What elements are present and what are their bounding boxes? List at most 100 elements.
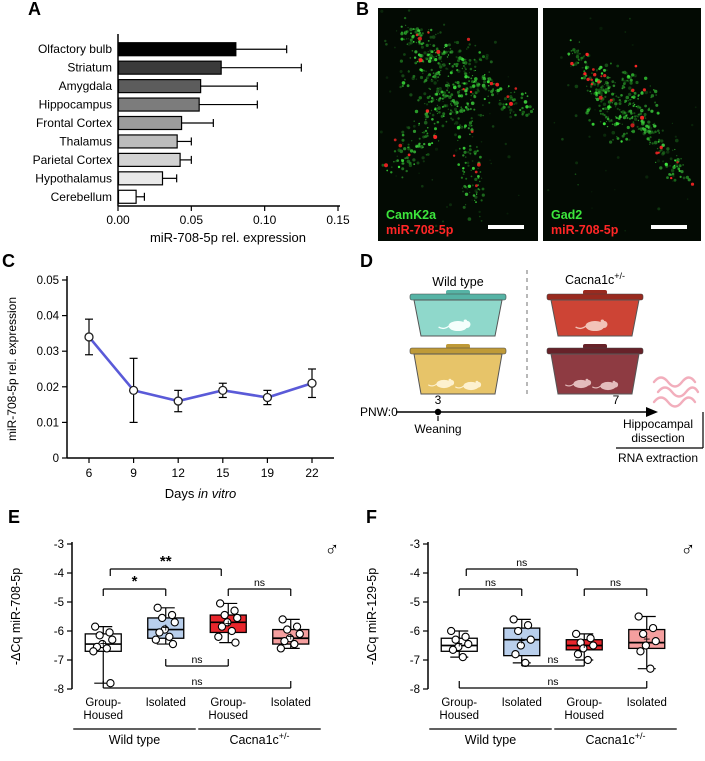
probe-signal-dot bbox=[690, 182, 695, 186]
data-point bbox=[231, 638, 240, 647]
bar bbox=[117, 60, 222, 75]
panel-label-d: D bbox=[360, 251, 373, 271]
data-point bbox=[220, 610, 229, 620]
x-tick-label: Isolated bbox=[271, 697, 311, 709]
panel-f-box-plot: -3-4-5-6-7-8-ΔCq miR-129-5p♂+Group-House… bbox=[365, 539, 696, 747]
probe-signal-dot bbox=[495, 82, 500, 87]
x-tick-label: 6 bbox=[86, 466, 93, 480]
probe-signal-dot bbox=[586, 77, 590, 82]
probe-signal-dot bbox=[425, 109, 430, 113]
probe-signal-dot bbox=[634, 64, 638, 68]
cage-icon bbox=[409, 344, 507, 395]
x-tick-label: 0.10 bbox=[253, 213, 277, 227]
panel-label-e: E bbox=[8, 507, 21, 527]
probe-signal-dot bbox=[489, 81, 494, 86]
weaning-tick bbox=[434, 408, 442, 416]
bar-category-label: Thalamus bbox=[59, 134, 112, 148]
marker-label: CamK2a bbox=[386, 208, 437, 222]
mutant-label: Cacna1c+/- bbox=[565, 271, 625, 287]
x-tick-label: 22 bbox=[305, 466, 319, 480]
probe-signal-dot bbox=[452, 154, 456, 157]
rna-strand-icon bbox=[652, 396, 697, 408]
probe-signal-dot bbox=[470, 130, 474, 133]
sig-label: ns bbox=[191, 654, 202, 666]
data-point bbox=[511, 650, 520, 659]
probe-signal-dot bbox=[590, 83, 594, 86]
probe-signal-dot bbox=[590, 78, 593, 82]
bar bbox=[117, 42, 237, 57]
micrograph-background bbox=[378, 8, 538, 241]
dissection-week-label: 7 bbox=[613, 393, 620, 407]
y-tick-label: -6 bbox=[54, 626, 64, 638]
mean-marker: + bbox=[287, 629, 294, 643]
bar-category-label: Olfactory bulb bbox=[38, 42, 112, 56]
bar-category-label: Striatum bbox=[67, 61, 112, 75]
probe-signal-dot bbox=[418, 58, 423, 63]
y-tick-label: -3 bbox=[54, 539, 64, 551]
rna-extraction-label: RNA extraction bbox=[618, 451, 698, 465]
panel-e-box-plot: -3-4-5-6-7-8-ΔCq miR-708-5p♂+Group-House… bbox=[9, 539, 340, 747]
sig-label: ns bbox=[547, 676, 558, 688]
x-tick-label: 12 bbox=[172, 466, 186, 480]
x-tick-label: Group- bbox=[566, 697, 602, 709]
sig-label: ** bbox=[160, 553, 172, 570]
data-point bbox=[573, 650, 583, 659]
y-axis-title: -ΔCq miR-708-5p bbox=[9, 568, 23, 665]
cage-icon bbox=[546, 344, 644, 395]
probe-signal-dot bbox=[585, 52, 589, 57]
timeline-start-label: PNW:0 bbox=[360, 405, 398, 419]
fluorescence-signal bbox=[379, 9, 534, 228]
data-point bbox=[307, 378, 317, 388]
probe-signal-dot bbox=[598, 95, 603, 100]
mean-marker: + bbox=[643, 632, 650, 646]
panel-a-bar-chart: Olfactory bulb Striatum Amygdala Hippocampu… bbox=[33, 34, 350, 245]
data-point bbox=[509, 615, 518, 624]
mean-marker: + bbox=[225, 616, 232, 630]
mouse-icon bbox=[438, 319, 471, 332]
probe-signal-dot bbox=[600, 75, 603, 78]
data-point bbox=[583, 655, 592, 665]
probe-signal-dot bbox=[570, 61, 574, 66]
bar-category-label: Hippocampus bbox=[39, 98, 112, 112]
x-tick-label: 0.05 bbox=[180, 213, 204, 227]
mouse-icon bbox=[427, 378, 455, 389]
data-point bbox=[523, 621, 533, 630]
data-point bbox=[167, 610, 177, 620]
data-point bbox=[516, 641, 525, 650]
probe-signal-dot bbox=[474, 170, 478, 174]
sig-label: ns bbox=[610, 577, 621, 589]
probe-signal-dot bbox=[506, 95, 510, 98]
bar-category-label: Hypothalamus bbox=[35, 171, 112, 185]
x-tick-label: Housed bbox=[564, 710, 604, 722]
data-point bbox=[155, 628, 164, 637]
probe-signal-dot bbox=[597, 80, 601, 84]
probe-signal-dot bbox=[640, 115, 645, 120]
data-point bbox=[278, 615, 287, 624]
y-tick-label: -3 bbox=[410, 539, 420, 551]
data-point bbox=[91, 622, 100, 631]
data-point bbox=[89, 647, 98, 656]
data-point bbox=[218, 385, 228, 396]
x-axis-title: Days in vitro bbox=[165, 486, 237, 501]
probe-signal-dot bbox=[583, 72, 587, 76]
bar bbox=[117, 189, 137, 204]
bar bbox=[117, 134, 178, 149]
data-point bbox=[151, 635, 160, 644]
probe-signal-dot bbox=[436, 49, 441, 54]
weaning-label: Weaning bbox=[414, 422, 461, 436]
mouse-icon bbox=[564, 378, 592, 389]
data-point bbox=[636, 647, 645, 656]
x-tick-label: 15 bbox=[216, 466, 230, 480]
x-tick-label: Housed bbox=[439, 710, 479, 722]
data-point bbox=[95, 631, 104, 640]
data-point bbox=[586, 634, 595, 643]
probe-signal-dot bbox=[427, 31, 430, 34]
mean-marker: + bbox=[100, 637, 107, 651]
y-tick-label: -8 bbox=[54, 684, 64, 696]
probe-signal-dot bbox=[631, 88, 635, 93]
data-point bbox=[461, 632, 470, 641]
probe-signal-dot bbox=[603, 74, 607, 78]
y-tick-label: 0.02 bbox=[37, 382, 59, 394]
